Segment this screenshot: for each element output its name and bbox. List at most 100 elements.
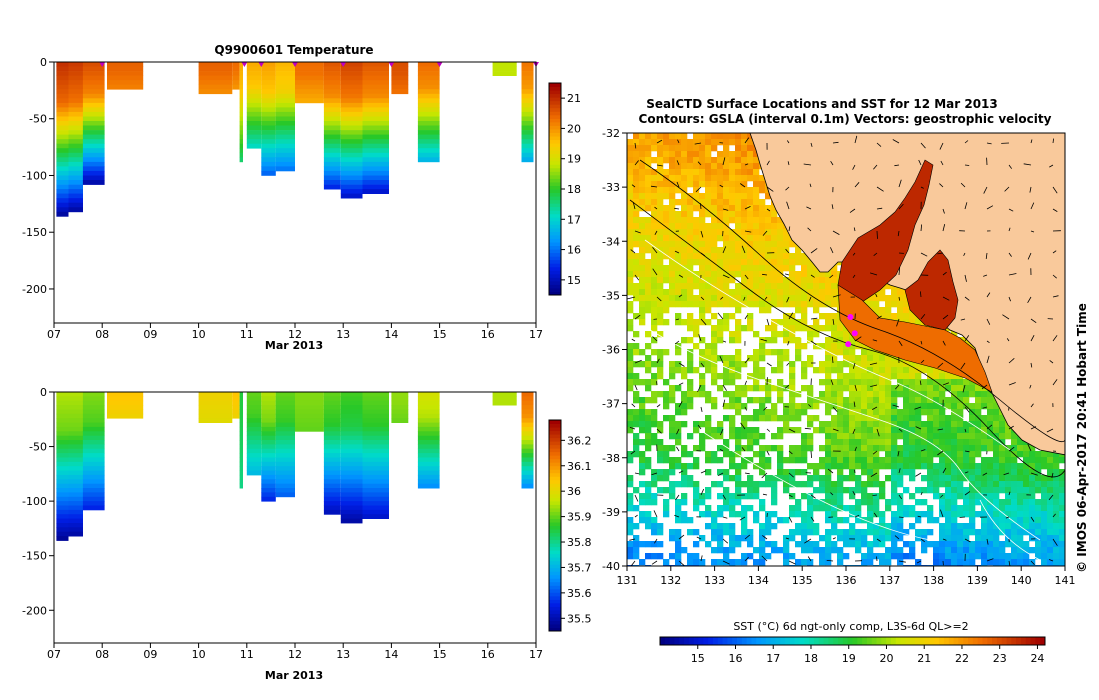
sst-cell	[711, 175, 718, 182]
sst-cell	[657, 175, 664, 182]
sst-cell	[729, 421, 736, 428]
profile-cell	[68, 431, 83, 437]
profile-cell	[56, 413, 69, 419]
sst-cell	[897, 451, 904, 458]
sst-cell	[633, 157, 640, 164]
sst-cell	[1011, 481, 1018, 488]
sst-cell	[687, 355, 694, 362]
sst-cell	[783, 313, 790, 320]
sst-cell	[891, 469, 898, 476]
profile-cell	[56, 466, 69, 471]
profile-cell	[417, 409, 440, 415]
sst-cell	[807, 271, 814, 278]
profile-cell	[56, 426, 69, 432]
sst-cell	[843, 421, 850, 428]
sst-cell	[981, 457, 988, 464]
sst-cell	[849, 463, 856, 470]
sst-cell	[903, 469, 910, 476]
sst-cell	[651, 175, 658, 182]
colorbar-segment	[549, 157, 561, 162]
sst-cell	[639, 307, 646, 314]
salinity-y-axis: 0 -50 -100 -150 -200	[22, 386, 54, 617]
profile-cell	[323, 466, 341, 471]
sst-cell	[675, 457, 682, 464]
sst-cell	[789, 475, 796, 482]
sst-cell	[909, 427, 916, 434]
sst-cell	[933, 439, 940, 446]
sst-cell	[657, 139, 664, 146]
y-tick-label: -50	[29, 441, 47, 454]
profile-cell	[261, 479, 276, 485]
profile-cell	[295, 84, 324, 90]
sst-cell	[789, 511, 796, 518]
profile-cell	[362, 161, 389, 167]
profile-cell	[340, 400, 363, 406]
sst-cell	[765, 271, 772, 278]
sst-cell	[825, 343, 832, 350]
profile-cell	[323, 488, 341, 493]
profile-cell	[107, 405, 144, 410]
sst-cell	[669, 391, 676, 398]
profile-cell	[107, 75, 144, 81]
profile-cell	[417, 466, 440, 471]
sst-cell	[699, 421, 706, 428]
colorbar-segment	[549, 609, 561, 614]
sst-cell	[825, 493, 832, 500]
sst-cell	[627, 319, 634, 326]
sst-cell	[639, 157, 646, 164]
profile-cell	[246, 461, 262, 467]
sst-cell	[975, 493, 982, 500]
sst-cell	[825, 511, 832, 518]
sst-cell	[771, 217, 778, 224]
sst-cell	[921, 397, 928, 404]
sst-cell	[675, 175, 682, 182]
sst-cell	[633, 235, 640, 242]
colorbar-segment	[549, 192, 561, 197]
sst-cell	[927, 475, 934, 482]
profile-cell	[198, 396, 233, 402]
profile-cell	[68, 166, 83, 172]
sst-cell	[945, 439, 952, 446]
sst-cell	[927, 367, 934, 374]
sst-cell	[939, 523, 946, 530]
profile-cell	[323, 492, 341, 498]
profile-cell	[107, 84, 144, 90]
sst-cell	[873, 511, 880, 518]
sst-cell	[861, 373, 868, 380]
sst-cell	[699, 175, 706, 182]
sst-cell	[711, 517, 718, 524]
sst-cell	[969, 445, 976, 452]
sst-cell	[735, 271, 742, 278]
sst-cell	[693, 247, 700, 254]
sst-cell	[885, 361, 892, 368]
sst-cell	[651, 223, 658, 230]
sst-cell	[693, 241, 700, 248]
sst-cell	[723, 247, 730, 254]
sst-cell	[987, 487, 994, 494]
x-tick-label: 08	[95, 328, 109, 341]
sst-cell	[939, 385, 946, 392]
sst-cell	[807, 511, 814, 518]
sst-cell	[1011, 505, 1018, 512]
sst-cell	[1017, 445, 1024, 452]
colorbar-segment	[549, 553, 561, 558]
temperature-profiles	[56, 62, 534, 217]
sst-cell	[975, 445, 982, 452]
sst-cell	[831, 439, 838, 446]
sst-cell	[771, 511, 778, 518]
sst-cell	[645, 343, 652, 350]
sst-cell	[957, 475, 964, 482]
sst-cell	[1047, 505, 1054, 512]
sst-cell	[681, 163, 688, 170]
sst-cell	[633, 289, 640, 296]
sst-cell	[831, 517, 838, 524]
sst-cell	[951, 499, 958, 506]
sst-cell	[933, 391, 940, 398]
sst-cell	[699, 373, 706, 380]
sst-cell	[705, 415, 712, 422]
sst-cell	[651, 301, 658, 308]
sst-cell	[693, 445, 700, 452]
sst-cell	[705, 301, 712, 308]
sst-cell	[987, 475, 994, 482]
sst-cell	[1035, 517, 1042, 524]
